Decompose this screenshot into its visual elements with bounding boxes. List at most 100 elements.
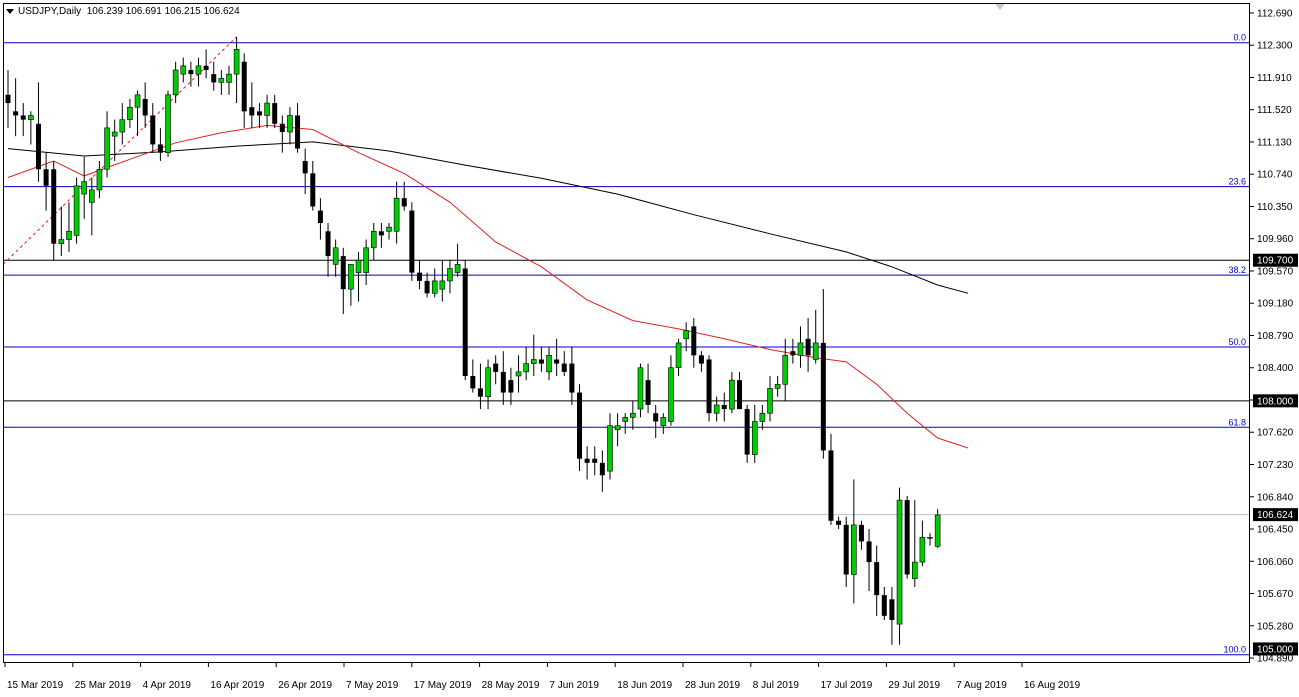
candle-bear — [904, 500, 910, 575]
candle-bear — [477, 388, 483, 397]
candle-bull — [454, 264, 461, 273]
candle-bear — [599, 462, 605, 476]
y-tick-label: 104.890 — [1257, 654, 1294, 665]
candle-bear — [35, 123, 41, 170]
candle-bear — [325, 231, 331, 257]
candle-bear — [340, 256, 346, 290]
collapse-arrow-icon[interactable] — [6, 8, 14, 14]
candle-bear — [737, 380, 743, 410]
y-tick-label: 106.060 — [1257, 557, 1294, 568]
candle-bear — [843, 524, 849, 575]
candle-bull — [851, 524, 857, 575]
candle-bear — [790, 351, 796, 356]
candle-bull — [195, 65, 202, 75]
candle-bear — [508, 380, 514, 393]
price-label-text: 105.000 — [1257, 644, 1294, 655]
y-tick-label: 108.790 — [1257, 331, 1294, 342]
fib-level-label: 50.0 — [1228, 337, 1246, 347]
candle-bull — [668, 367, 674, 422]
candle-bear — [424, 280, 430, 294]
x-tick-label: 29 Jul 2019 — [888, 680, 940, 691]
y-tick-label: 111.910 — [1257, 73, 1292, 84]
candle-bull — [218, 77, 225, 83]
y-tick-label: 109.960 — [1257, 234, 1294, 245]
candle-bear — [5, 94, 11, 104]
candle-bear — [721, 404, 727, 410]
candle-bear — [157, 144, 163, 153]
y-tick-label: 106.840 — [1257, 492, 1294, 503]
candle-bear — [150, 115, 156, 145]
candle-bear — [561, 363, 567, 372]
candle-bear — [691, 326, 697, 356]
candle-bull — [607, 425, 613, 472]
x-tick-label: 28 Jun 2019 — [685, 680, 740, 691]
candle-bull — [28, 115, 34, 120]
candle-bear — [409, 210, 415, 273]
candle-bull — [523, 363, 529, 373]
y-tick-label: 105.670 — [1257, 589, 1294, 600]
candle-bull — [751, 421, 758, 455]
candle-bull — [431, 280, 438, 294]
candle-bear — [302, 160, 308, 174]
candle-bear — [279, 123, 285, 133]
candle-bull — [485, 367, 491, 397]
candle-bull — [226, 73, 232, 83]
candle-bear — [272, 103, 278, 124]
candle-bear — [881, 595, 887, 616]
candle-bull — [782, 355, 789, 385]
y-tick-label: 108.400 — [1257, 363, 1294, 374]
y-tick-label: 112.300 — [1257, 41, 1293, 52]
candle-bear — [805, 338, 811, 356]
candle-bull — [759, 412, 766, 422]
candle-bull — [515, 371, 522, 377]
fib-level-label: 23.6 — [1228, 177, 1246, 187]
x-tick-label: 4 Apr 2019 — [143, 680, 192, 691]
candle-bull — [73, 185, 80, 236]
plot-layer: 0.0 23.6 38.2 50.0 61.8 100.0 — [2, 33, 1250, 656]
candle-bear — [584, 458, 590, 463]
fib-level-label: 0.0 — [1233, 33, 1246, 43]
fib-level-label: 100.0 — [1223, 645, 1246, 655]
candle-bear — [653, 413, 659, 422]
candle-bear — [500, 371, 506, 393]
x-tick-label: 16 Apr 2019 — [210, 680, 264, 691]
candle-bear — [858, 524, 864, 542]
candle-bear — [744, 409, 750, 455]
price-label-box — [1253, 642, 1298, 656]
candle-bear — [401, 198, 407, 207]
candle-bear — [493, 363, 499, 372]
candle-bear — [256, 111, 262, 116]
candle-bear — [188, 69, 194, 75]
y-tick-label: 112.690 — [1257, 8, 1293, 19]
candle-bear — [706, 359, 712, 414]
chart-header: USDJPY,Daily 106.239 106.691 106.215 106… — [6, 6, 240, 17]
candle-bull — [934, 514, 941, 547]
y-tick-label: 106.450 — [1257, 525, 1294, 536]
candle-bull — [660, 417, 667, 426]
candle-bull — [332, 247, 339, 265]
candle-bull — [530, 359, 537, 364]
candle-bull — [774, 383, 781, 389]
candle-bull — [683, 330, 689, 340]
y-tick-label: 111.130 — [1257, 137, 1292, 148]
x-tick-label: 25 Mar 2019 — [75, 680, 132, 691]
candle-bear — [470, 376, 476, 389]
moving-average-200-line — [7, 141, 969, 294]
candle-bear — [836, 520, 842, 525]
ohlc-values: 106.239 106.691 106.215 106.624 — [86, 6, 240, 17]
candle-bull — [370, 230, 377, 249]
candle-bull — [355, 259, 362, 273]
candle-bull — [386, 226, 392, 232]
fib-level-label: 61.8 — [1228, 417, 1246, 427]
candle-bull — [58, 239, 65, 244]
candle-bull — [812, 342, 819, 360]
candle-bull — [767, 388, 773, 414]
candle-bear — [43, 169, 49, 186]
x-tick-label: 16 Aug 2019 — [1024, 680, 1081, 691]
y-tick-label: 107.620 — [1257, 428, 1294, 439]
y-tick-label: 107.230 — [1257, 460, 1294, 471]
chart-shift-marker-icon[interactable] — [995, 4, 1005, 10]
candle-bull — [447, 268, 453, 282]
